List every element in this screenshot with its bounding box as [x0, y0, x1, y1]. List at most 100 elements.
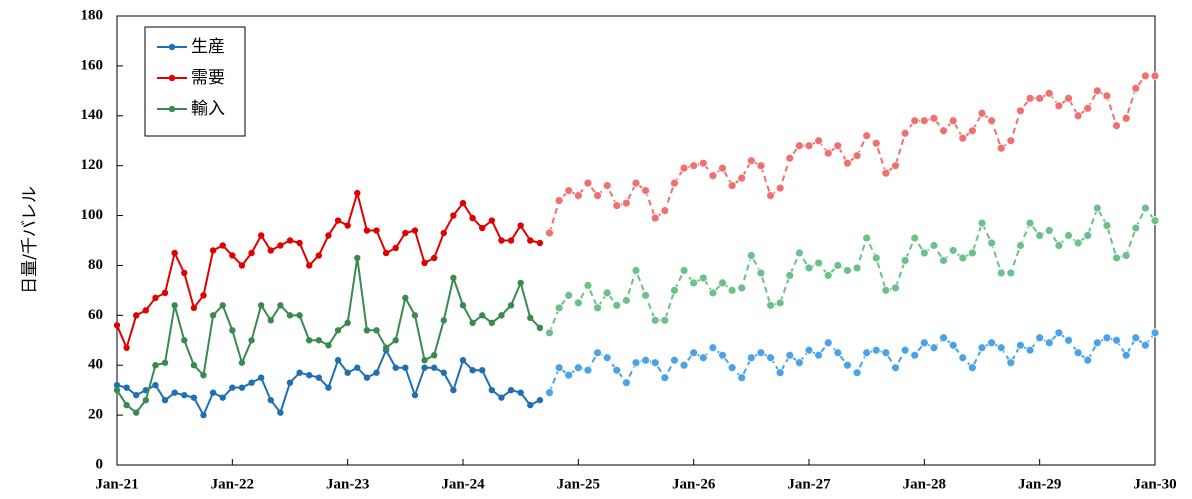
point — [727, 285, 737, 295]
point — [1064, 335, 1073, 345]
point — [621, 198, 631, 208]
point — [1073, 111, 1083, 121]
y-tick-label: 60 — [88, 307, 103, 323]
point — [891, 363, 900, 373]
point — [113, 322, 121, 329]
point — [708, 288, 718, 298]
point — [670, 285, 679, 295]
point — [469, 319, 476, 327]
point — [871, 345, 881, 355]
point — [621, 295, 631, 305]
y-tick-label: 20 — [88, 407, 103, 423]
point — [286, 237, 294, 244]
point — [257, 302, 265, 309]
point — [402, 364, 409, 371]
point — [392, 364, 399, 371]
point — [852, 151, 862, 161]
point — [181, 391, 188, 399]
point — [996, 268, 1006, 278]
point — [123, 401, 130, 409]
point — [766, 191, 775, 201]
point — [987, 338, 997, 348]
point — [794, 358, 804, 368]
point — [161, 396, 169, 404]
point — [948, 340, 958, 350]
point — [315, 252, 323, 259]
point — [1025, 218, 1035, 228]
point — [296, 312, 303, 319]
point — [631, 178, 641, 188]
point — [517, 389, 524, 396]
point — [238, 262, 246, 269]
point — [564, 370, 574, 380]
point — [852, 263, 862, 273]
legend-marker — [168, 105, 176, 113]
point — [698, 273, 708, 283]
point — [814, 136, 824, 146]
point — [450, 386, 457, 394]
point — [967, 363, 977, 373]
point — [1054, 328, 1064, 338]
point — [670, 178, 679, 188]
point — [402, 229, 409, 237]
point — [631, 358, 641, 368]
point — [554, 196, 564, 205]
point — [229, 384, 236, 391]
point — [1112, 253, 1121, 263]
y-tick-label: 40 — [88, 357, 103, 373]
point — [650, 358, 660, 368]
point — [296, 369, 303, 376]
point — [1131, 223, 1141, 233]
point — [306, 337, 313, 344]
point — [977, 218, 987, 228]
y-tick-label: 100 — [81, 207, 104, 223]
point — [958, 133, 968, 143]
point — [631, 266, 641, 275]
point — [679, 163, 689, 173]
point — [411, 227, 419, 234]
point — [171, 389, 178, 396]
point — [929, 113, 939, 123]
point — [843, 266, 852, 275]
point — [392, 244, 399, 252]
point — [679, 266, 689, 275]
point — [843, 158, 852, 168]
point — [871, 253, 881, 263]
point — [392, 337, 399, 344]
y-tick-label: 80 — [88, 257, 103, 273]
point — [498, 312, 505, 319]
point — [1044, 88, 1054, 98]
y-tick-label: 180 — [81, 7, 104, 23]
point — [833, 261, 843, 270]
point — [718, 163, 727, 173]
point — [440, 229, 447, 237]
point — [363, 227, 371, 234]
point — [650, 315, 660, 325]
series-line — [116, 347, 541, 418]
point — [900, 256, 910, 265]
point — [1092, 203, 1102, 213]
point — [479, 312, 486, 319]
point — [1073, 238, 1083, 248]
x-tick-label: Jan-30 — [1133, 476, 1176, 492]
point — [161, 289, 169, 297]
series-line — [548, 205, 1156, 334]
point — [1131, 333, 1141, 343]
point — [277, 242, 284, 249]
point — [814, 350, 824, 360]
point — [602, 288, 612, 298]
point — [910, 116, 920, 126]
point — [660, 315, 670, 325]
point — [602, 353, 612, 363]
point — [171, 302, 178, 309]
point — [583, 178, 593, 188]
point — [1064, 93, 1073, 103]
point — [142, 396, 150, 404]
point — [804, 345, 814, 355]
point — [459, 357, 467, 364]
point — [1092, 338, 1102, 348]
point — [1054, 241, 1064, 250]
point — [190, 304, 198, 312]
point — [1044, 226, 1054, 235]
